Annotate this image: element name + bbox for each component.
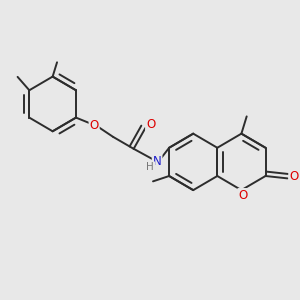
Text: H: H (146, 162, 154, 172)
Text: O: O (146, 118, 155, 131)
Text: O: O (238, 189, 248, 202)
Text: O: O (89, 118, 99, 131)
Text: N: N (153, 155, 161, 168)
Text: O: O (289, 170, 298, 183)
